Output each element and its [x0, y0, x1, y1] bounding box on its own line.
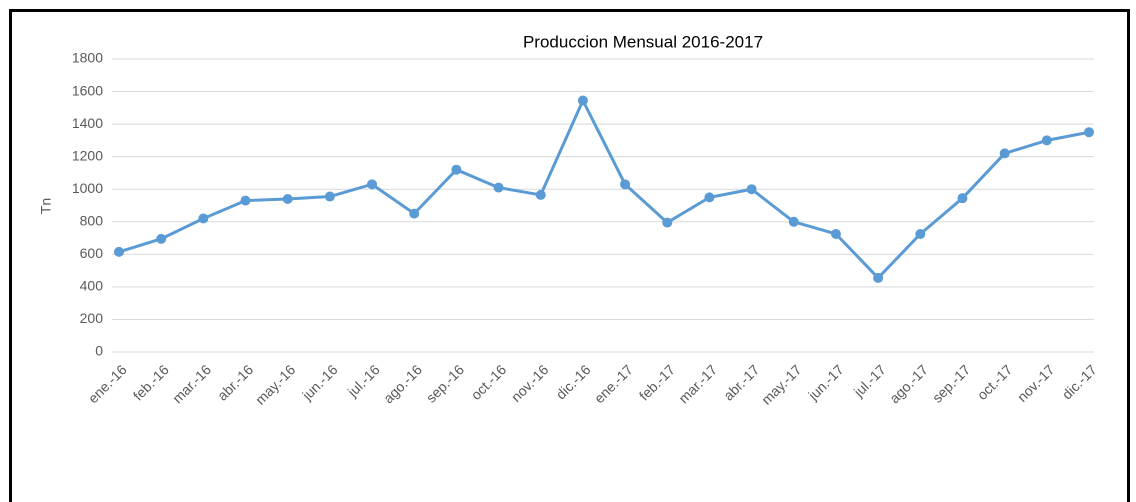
y-tick-label: 0 — [95, 343, 103, 359]
x-tick-label: abr.-16 — [214, 361, 256, 403]
x-tick-label: jun.-16 — [298, 361, 340, 403]
x-tick-label: nov.-16 — [508, 361, 552, 405]
point — [1084, 127, 1094, 138]
x-tick-label: may.-16 — [252, 361, 298, 407]
point — [156, 233, 167, 244]
x-tick-label: ago.-17 — [886, 361, 931, 406]
chart-title: Produccion Mensual 2016-2017 — [523, 32, 763, 51]
chart: Produccion Mensual 2016-2017 Tn 0 200 400 6… — [38, 32, 1100, 407]
y-tick-label: 1400 — [72, 115, 103, 131]
point — [788, 216, 799, 227]
point — [240, 195, 251, 206]
y-tick-label: 1600 — [72, 82, 103, 98]
x-tick-label: abr.-17 — [720, 361, 762, 403]
x-tick-label: oct.-16 — [468, 361, 510, 403]
x-tick-label: ago.-16 — [380, 361, 425, 406]
point — [915, 228, 926, 239]
y-tick-label: 1200 — [72, 147, 103, 163]
point — [746, 184, 757, 195]
x-tick-label: jul.-17 — [850, 361, 889, 400]
y-tick-label: 400 — [80, 278, 104, 294]
x-tick-label: feb.-16 — [130, 361, 172, 403]
point — [493, 182, 504, 193]
x-tick-label: feb.-17 — [636, 361, 678, 403]
x-tick-label: nov.-17 — [1014, 361, 1058, 405]
point — [662, 217, 673, 228]
x-tick-label: ene.-17 — [591, 361, 636, 406]
y-tick-label: 800 — [80, 212, 104, 228]
point — [873, 272, 884, 283]
point — [830, 228, 841, 239]
x-tick-label: sep.-17 — [929, 361, 973, 405]
point — [704, 192, 715, 203]
point — [282, 193, 293, 204]
x-tick-label: mar.-17 — [675, 361, 720, 406]
point — [114, 246, 124, 257]
x-tick-label: dic.-17 — [1059, 361, 1100, 402]
x-tick-label: jun.-17 — [804, 361, 846, 403]
x-tick-label: sep.-16 — [423, 361, 467, 405]
point — [577, 95, 588, 106]
chart-frame — [9, 9, 1130, 502]
x-tick-label: ene.-16 — [85, 361, 130, 406]
point — [999, 148, 1010, 159]
point — [198, 213, 209, 224]
x-tick-label: jul.-16 — [344, 361, 383, 400]
x-tick-label: dic.-16 — [553, 361, 594, 402]
point — [409, 208, 420, 219]
x-tick-label: oct.-17 — [974, 361, 1016, 403]
point — [620, 179, 631, 190]
point — [1041, 135, 1052, 146]
point — [367, 179, 378, 190]
y-tick-label: 200 — [80, 310, 104, 326]
y-tick-label: 600 — [80, 245, 104, 261]
y-tick-label: 1000 — [72, 180, 103, 196]
y-tick-label: 1800 — [72, 50, 103, 66]
point — [535, 189, 546, 200]
point — [324, 191, 335, 202]
line — [118, 99, 1090, 280]
x-tick-label: mar.-16 — [169, 361, 214, 406]
point — [957, 193, 968, 204]
y-axis-label: Tn — [38, 198, 54, 214]
point — [451, 164, 462, 175]
x-tick-label: may.-17 — [758, 361, 804, 407]
